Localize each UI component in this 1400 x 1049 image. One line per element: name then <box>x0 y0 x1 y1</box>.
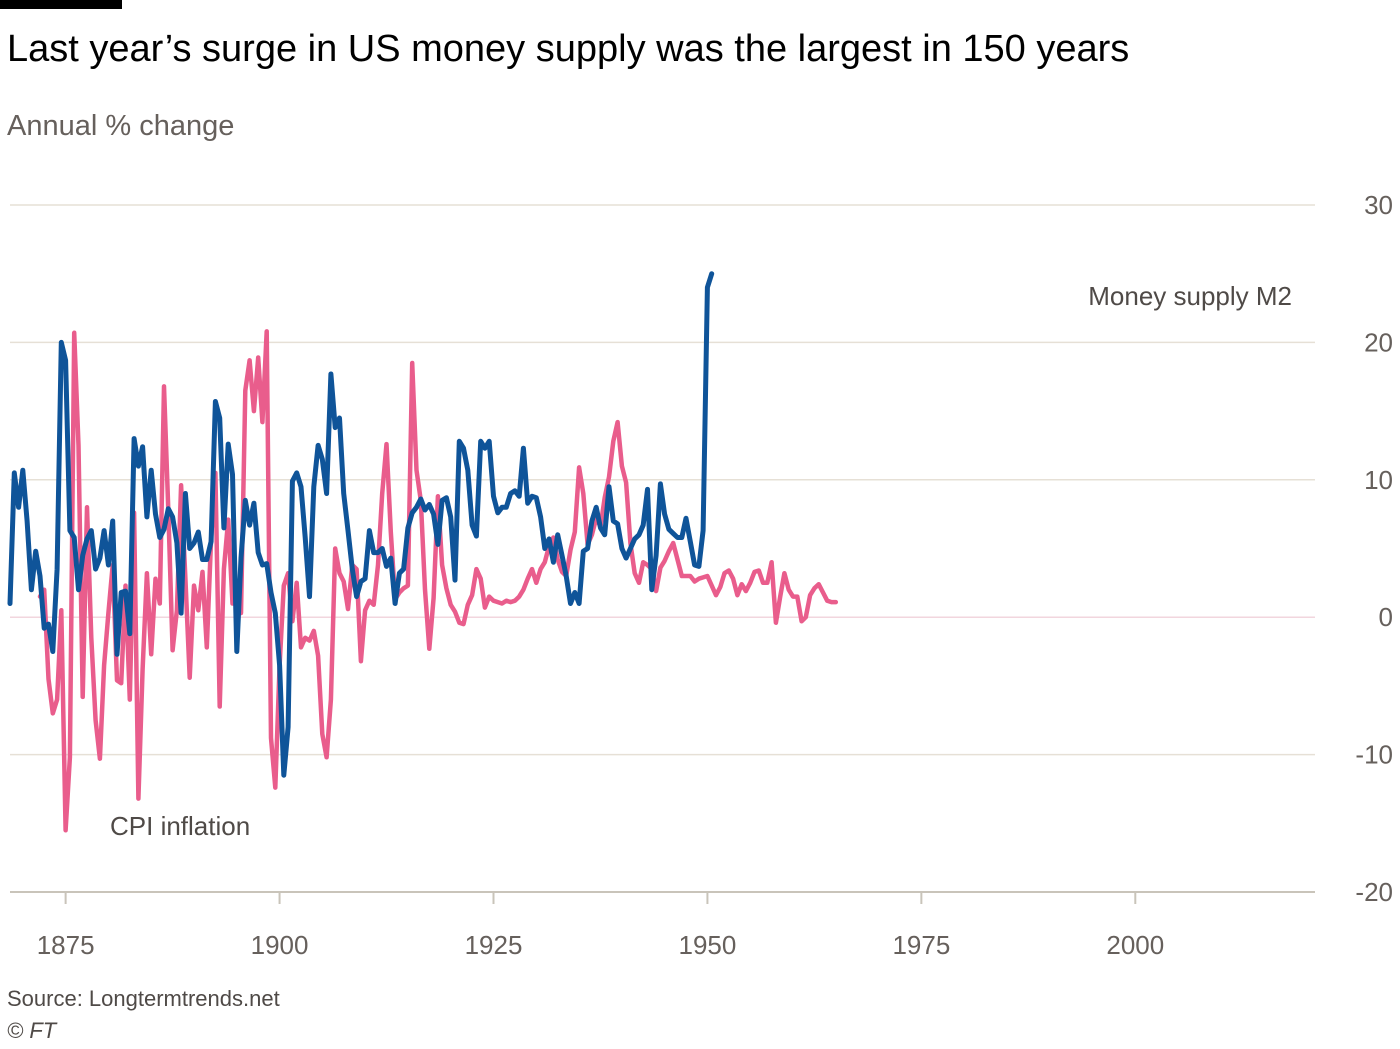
y-tick-label: -10 <box>1355 740 1393 770</box>
header-rule <box>0 0 122 9</box>
x-tick-label: 1900 <box>251 930 309 960</box>
series-line-cpi-inflation <box>37 329 839 833</box>
series-line-money-supply-m2 <box>7 271 715 778</box>
y-tick-label: 20 <box>1364 327 1393 357</box>
chart-title: Last year’s surge in US money supply was… <box>7 28 1130 70</box>
copyright-note: © FT <box>7 1018 57 1043</box>
x-tick-label: 1925 <box>465 930 523 960</box>
x-tick-label: 1875 <box>37 930 95 960</box>
y-tick-label: 10 <box>1364 465 1393 495</box>
y-tick-label: -20 <box>1355 877 1393 907</box>
y-tick-label: 0 <box>1379 602 1393 632</box>
source-note: Source: Longtermtrends.net <box>7 986 280 1011</box>
series-lines <box>7 271 839 833</box>
y-axis-labels: 30 20 10 0 -10 -20 <box>1355 190 1393 907</box>
x-tick-label: 2000 <box>1106 930 1164 960</box>
label-money-supply-m2: Money supply M2 <box>1088 281 1292 311</box>
x-axis: 1875 1900 1925 1950 1975 2000 <box>37 892 1164 960</box>
x-tick-label: 1950 <box>679 930 737 960</box>
annotations: Money supply M2 CPI inflation <box>110 281 1292 841</box>
chart-subtitle: Annual % change <box>7 110 235 142</box>
x-tick-label: 1975 <box>892 930 950 960</box>
y-tick-label: 30 <box>1364 190 1393 220</box>
label-cpi-inflation: CPI inflation <box>110 811 250 841</box>
